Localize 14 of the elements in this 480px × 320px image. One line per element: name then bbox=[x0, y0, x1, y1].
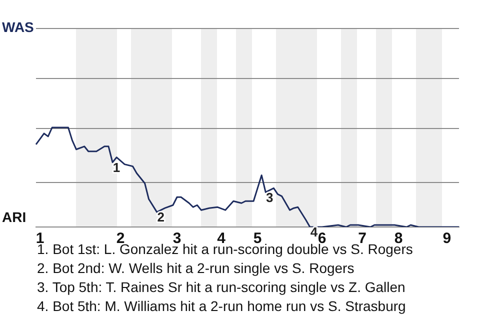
x-tick-label: 7 bbox=[358, 230, 366, 248]
text: 2. Bot 2nd: W. Wells hit a 2-run single vs S. Rogers bbox=[37, 259, 356, 278]
text: WAS bbox=[2, 19, 34, 36]
text: 4. Bot 5th: M. Williams hit a 2-run home run vs S. Strasburg bbox=[37, 297, 407, 316]
annotation: 2 bbox=[157, 210, 164, 225]
x-tick-label: 3 bbox=[172, 230, 182, 248]
annotation: 3 bbox=[266, 190, 274, 205]
x-tick-label: 8 bbox=[394, 230, 403, 248]
x-tick-label: 9 bbox=[442, 230, 452, 248]
text: 3. Top 5th: T. Raines Sr hit a run-scoring single vs Z. Gallen bbox=[37, 278, 406, 297]
x-tick-label: 5 bbox=[253, 230, 262, 248]
annotation: 1 bbox=[112, 160, 120, 175]
x-tick-label: 4 bbox=[217, 230, 226, 248]
text: ARI bbox=[2, 209, 26, 226]
